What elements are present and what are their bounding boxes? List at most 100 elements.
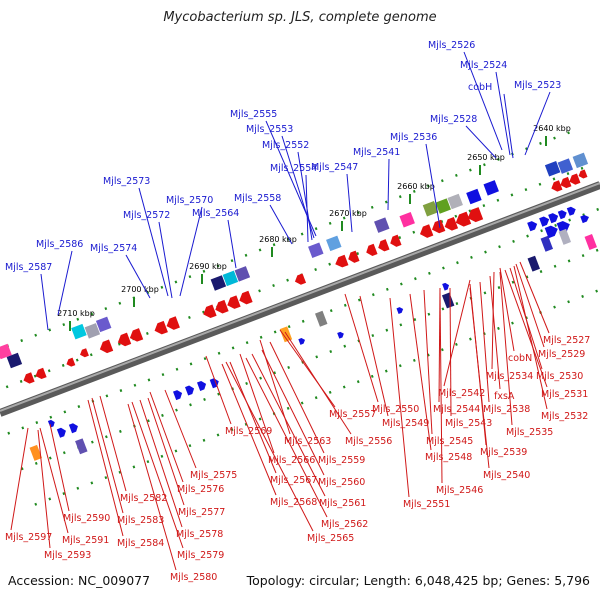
- forward-gene-label: Mjls_2553: [246, 124, 293, 135]
- map-title: Mycobacterium sp. JLS, complete genome: [163, 10, 437, 25]
- forward-gene-box: [584, 234, 597, 250]
- map-layer: 2640 kbp 2650 kbp 2660 kbp 2670 kbp 2680 kbp…: [0, 40, 600, 583]
- reverse-gene-box: [466, 188, 482, 205]
- reverse-gene-arrow: [348, 250, 360, 263]
- reverse-gene-label: Mjls_2582: [120, 493, 167, 504]
- reverse-leader-line: [519, 261, 550, 334]
- reverse-gene-arrow: [227, 295, 241, 309]
- reverse-gene-label: Mjls_2591: [62, 535, 109, 546]
- reverse-gene-label: Mjls_2578: [176, 529, 223, 540]
- reverse-leader-line: [479, 281, 490, 403]
- forward-leader-line: [40, 273, 49, 331]
- reverse-gene-label: Mjls_2562: [321, 519, 368, 530]
- reverse-leader-line: [269, 341, 325, 454]
- reverse-gene-arrow: [129, 328, 144, 342]
- forward-gene-label: Mjls_2573: [103, 176, 150, 187]
- reverse-leader-line: [49, 423, 70, 512]
- kbp-label: 2660 kbp: [397, 182, 435, 191]
- kbp-label: 2690 kbp: [189, 262, 227, 271]
- reverse-leader-line: [443, 279, 471, 387]
- reverse-gene-arrow: [444, 217, 459, 231]
- forward-gene-label: cobH: [468, 82, 492, 93]
- forward-gene-box: [29, 444, 42, 461]
- forward-gene-arrow: [557, 210, 567, 220]
- forward-gene-arrow: [566, 206, 576, 216]
- reverse-gene-label: Mjls_2565: [307, 533, 354, 544]
- reverse-leader-line: [99, 395, 127, 492]
- forward-gene-label: Mjls_2547: [311, 162, 358, 173]
- reverse-leader-line: [127, 403, 177, 571]
- forward-gene-label: Mjls_2552: [262, 140, 309, 151]
- reverse-gene-label: Mjls_2532: [541, 411, 588, 422]
- genome-summary: Topology: circular; Length: 6,048,425 bp…: [246, 573, 590, 588]
- forward-gene-arrow: [298, 338, 306, 345]
- forward-gene-arrow: [442, 282, 450, 291]
- reverse-leader-line: [284, 331, 352, 435]
- reverse-leader-line: [149, 391, 184, 483]
- reverse-gene-label: cobN: [508, 353, 532, 364]
- forward-gene-arrow: [527, 221, 538, 232]
- reverse-gene-arrow: [23, 372, 35, 384]
- kbp-label: 2670 kbp: [329, 209, 367, 218]
- reverse-gene-label: Mjls_2527: [543, 335, 590, 346]
- reverse-gene-box: [308, 242, 324, 258]
- forward-gene-box: [75, 438, 88, 455]
- forward-gene-label: Mjls_2587: [5, 262, 52, 273]
- forward-gene-label: Mjls_2574: [90, 243, 137, 254]
- reverse-leader-line: [515, 263, 545, 348]
- reverse-gene-arrow: [294, 273, 307, 285]
- reverse-gene-arrow: [154, 320, 168, 335]
- reverse-gene-arrow: [569, 173, 581, 185]
- reverse-gene-arrow: [455, 211, 472, 227]
- forward-gene-arrow: [68, 423, 78, 434]
- forward-leader-line: [138, 187, 169, 297]
- reverse-gene-box: [447, 193, 463, 210]
- reverse-leader-line: [449, 287, 452, 417]
- forward-gene-arrow: [197, 380, 207, 391]
- reverse-leader-line: [423, 289, 433, 435]
- forward-gene-label: Mjls_2541: [353, 147, 400, 158]
- forward-leader-line: [387, 158, 390, 211]
- reverse-gene-arrow: [366, 243, 378, 256]
- reverse-gene-arrow: [560, 176, 572, 189]
- reverse-gene-label: Mjls_2542: [438, 388, 485, 399]
- reverse-gene-label: Mjls_2567: [270, 475, 317, 486]
- reverse-gene-box: [399, 212, 415, 228]
- reverse-gene-label: Mjls_2530: [536, 371, 583, 382]
- reverse-gene-arrow: [35, 367, 47, 380]
- forward-gene-label: Mjls_2558: [234, 193, 281, 204]
- reverse-gene-box: [422, 201, 439, 217]
- reverse-leader-line: [389, 297, 410, 498]
- forward-gene-box: [527, 255, 540, 272]
- reverse-leader-line: [491, 271, 495, 370]
- forward-gene-label: Mjls_2564: [192, 208, 239, 219]
- reverse-leader-line: [205, 355, 232, 425]
- reverse-gene-label: Mjls_2561: [319, 498, 366, 509]
- reverse-gene-arrow: [117, 332, 132, 347]
- reverse-gene-arrow: [419, 224, 434, 238]
- reverse-gene-label: Mjls_2580: [170, 572, 217, 583]
- reverse-leader-line: [261, 349, 325, 476]
- forward-gene-arrow: [548, 213, 559, 224]
- reverse-gene-label: Mjls_2534: [486, 371, 533, 382]
- reverse-gene-label: Mjls_2576: [177, 484, 224, 495]
- reverse-gene-label: Mjls_2560: [318, 477, 365, 488]
- reverse-gene-label: Mjls_2583: [117, 515, 164, 526]
- reverse-gene-label: Mjls_2535: [506, 427, 553, 438]
- reverse-gene-label: Mjls_2545: [426, 436, 473, 447]
- reverse-gene-arrow: [239, 290, 253, 305]
- forward-gene-arrow: [580, 215, 589, 224]
- reverse-leader-line: [91, 397, 124, 514]
- reverse-leader-line: [469, 287, 490, 469]
- guide-line: [20, 247, 600, 471]
- forward-leader-line: [465, 125, 497, 159]
- reverse-leader-line: [489, 275, 501, 390]
- reverse-leader-line: [37, 429, 51, 549]
- reverse-gene-label: Mjls_2539: [480, 447, 527, 458]
- forward-gene-label: Mjls_2554: [270, 163, 317, 174]
- reverse-leader-line: [513, 265, 548, 410]
- reverse-gene-arrow: [335, 254, 349, 268]
- forward-gene-label: Mjls_2572: [123, 210, 170, 221]
